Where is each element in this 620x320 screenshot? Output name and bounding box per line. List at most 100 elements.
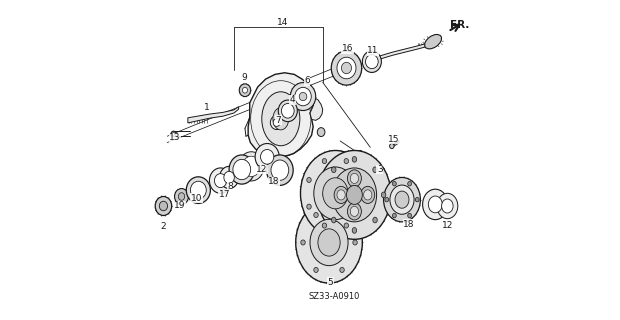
Ellipse shape [340, 212, 344, 218]
Text: 17: 17 [219, 190, 230, 199]
Text: 5: 5 [328, 278, 334, 287]
Ellipse shape [219, 166, 239, 188]
Ellipse shape [363, 190, 372, 200]
Ellipse shape [159, 201, 167, 211]
Ellipse shape [437, 193, 458, 219]
Ellipse shape [362, 51, 381, 72]
Ellipse shape [392, 213, 396, 218]
Text: 2: 2 [161, 222, 166, 231]
Ellipse shape [262, 92, 300, 146]
Ellipse shape [344, 158, 348, 164]
Ellipse shape [215, 174, 227, 188]
Ellipse shape [175, 188, 188, 204]
PathPatch shape [248, 73, 315, 157]
Ellipse shape [242, 156, 260, 177]
Ellipse shape [337, 57, 356, 79]
Ellipse shape [307, 177, 311, 182]
Ellipse shape [317, 128, 325, 137]
Ellipse shape [331, 51, 361, 85]
Ellipse shape [332, 217, 336, 223]
Ellipse shape [366, 55, 378, 68]
Ellipse shape [332, 168, 376, 222]
Ellipse shape [361, 186, 374, 204]
Text: 7: 7 [275, 116, 281, 125]
Ellipse shape [385, 197, 389, 202]
Ellipse shape [332, 167, 336, 172]
Ellipse shape [260, 149, 274, 164]
Text: 16: 16 [342, 44, 353, 53]
Ellipse shape [271, 160, 289, 180]
Ellipse shape [239, 152, 264, 181]
Ellipse shape [352, 156, 356, 162]
Ellipse shape [344, 223, 348, 228]
Ellipse shape [301, 240, 305, 245]
PathPatch shape [310, 98, 322, 120]
Ellipse shape [347, 203, 361, 220]
Ellipse shape [171, 131, 176, 137]
Text: 8: 8 [227, 182, 233, 191]
Text: 19: 19 [174, 202, 185, 211]
Ellipse shape [425, 35, 441, 49]
Text: 4: 4 [290, 95, 295, 104]
Ellipse shape [347, 185, 362, 204]
Ellipse shape [318, 229, 340, 256]
Ellipse shape [342, 62, 352, 74]
Ellipse shape [307, 204, 311, 209]
Text: 18: 18 [403, 220, 415, 228]
Ellipse shape [392, 181, 396, 186]
Text: 3: 3 [377, 165, 383, 174]
Text: FR.: FR. [450, 20, 469, 30]
Ellipse shape [441, 199, 453, 213]
Ellipse shape [301, 150, 370, 236]
Ellipse shape [423, 189, 448, 220]
Ellipse shape [353, 240, 357, 245]
Text: 12: 12 [442, 220, 454, 229]
Ellipse shape [179, 193, 185, 200]
Text: 1: 1 [204, 102, 210, 112]
Text: 13: 13 [169, 133, 181, 142]
Ellipse shape [270, 116, 283, 130]
Ellipse shape [190, 181, 206, 199]
Ellipse shape [299, 92, 307, 101]
Ellipse shape [310, 219, 348, 266]
Ellipse shape [373, 167, 377, 172]
Ellipse shape [210, 168, 232, 193]
Ellipse shape [390, 185, 414, 214]
Ellipse shape [273, 119, 280, 126]
Polygon shape [188, 107, 239, 123]
Ellipse shape [428, 196, 442, 213]
Text: 15: 15 [388, 135, 400, 144]
Ellipse shape [318, 150, 391, 239]
Ellipse shape [296, 202, 362, 283]
Text: 10: 10 [191, 194, 202, 203]
Ellipse shape [229, 155, 254, 184]
Text: 12: 12 [256, 165, 267, 174]
Ellipse shape [352, 228, 356, 233]
Text: 14: 14 [277, 18, 289, 27]
Ellipse shape [314, 212, 318, 218]
Ellipse shape [360, 177, 364, 182]
Text: 6: 6 [304, 76, 310, 85]
Polygon shape [370, 43, 427, 63]
Ellipse shape [389, 143, 394, 148]
Ellipse shape [350, 173, 358, 183]
Ellipse shape [337, 190, 345, 200]
Ellipse shape [155, 196, 172, 215]
Ellipse shape [314, 268, 318, 273]
Ellipse shape [255, 143, 279, 170]
Ellipse shape [322, 223, 327, 228]
Ellipse shape [172, 132, 175, 136]
Ellipse shape [267, 155, 293, 185]
Ellipse shape [233, 159, 250, 180]
Ellipse shape [350, 206, 358, 216]
Ellipse shape [334, 186, 348, 204]
Ellipse shape [340, 268, 344, 273]
Ellipse shape [408, 181, 412, 186]
Ellipse shape [415, 197, 419, 202]
Ellipse shape [395, 191, 409, 208]
Ellipse shape [408, 213, 412, 218]
Ellipse shape [294, 87, 311, 106]
Ellipse shape [290, 83, 316, 110]
Ellipse shape [281, 104, 294, 118]
Ellipse shape [360, 204, 364, 209]
